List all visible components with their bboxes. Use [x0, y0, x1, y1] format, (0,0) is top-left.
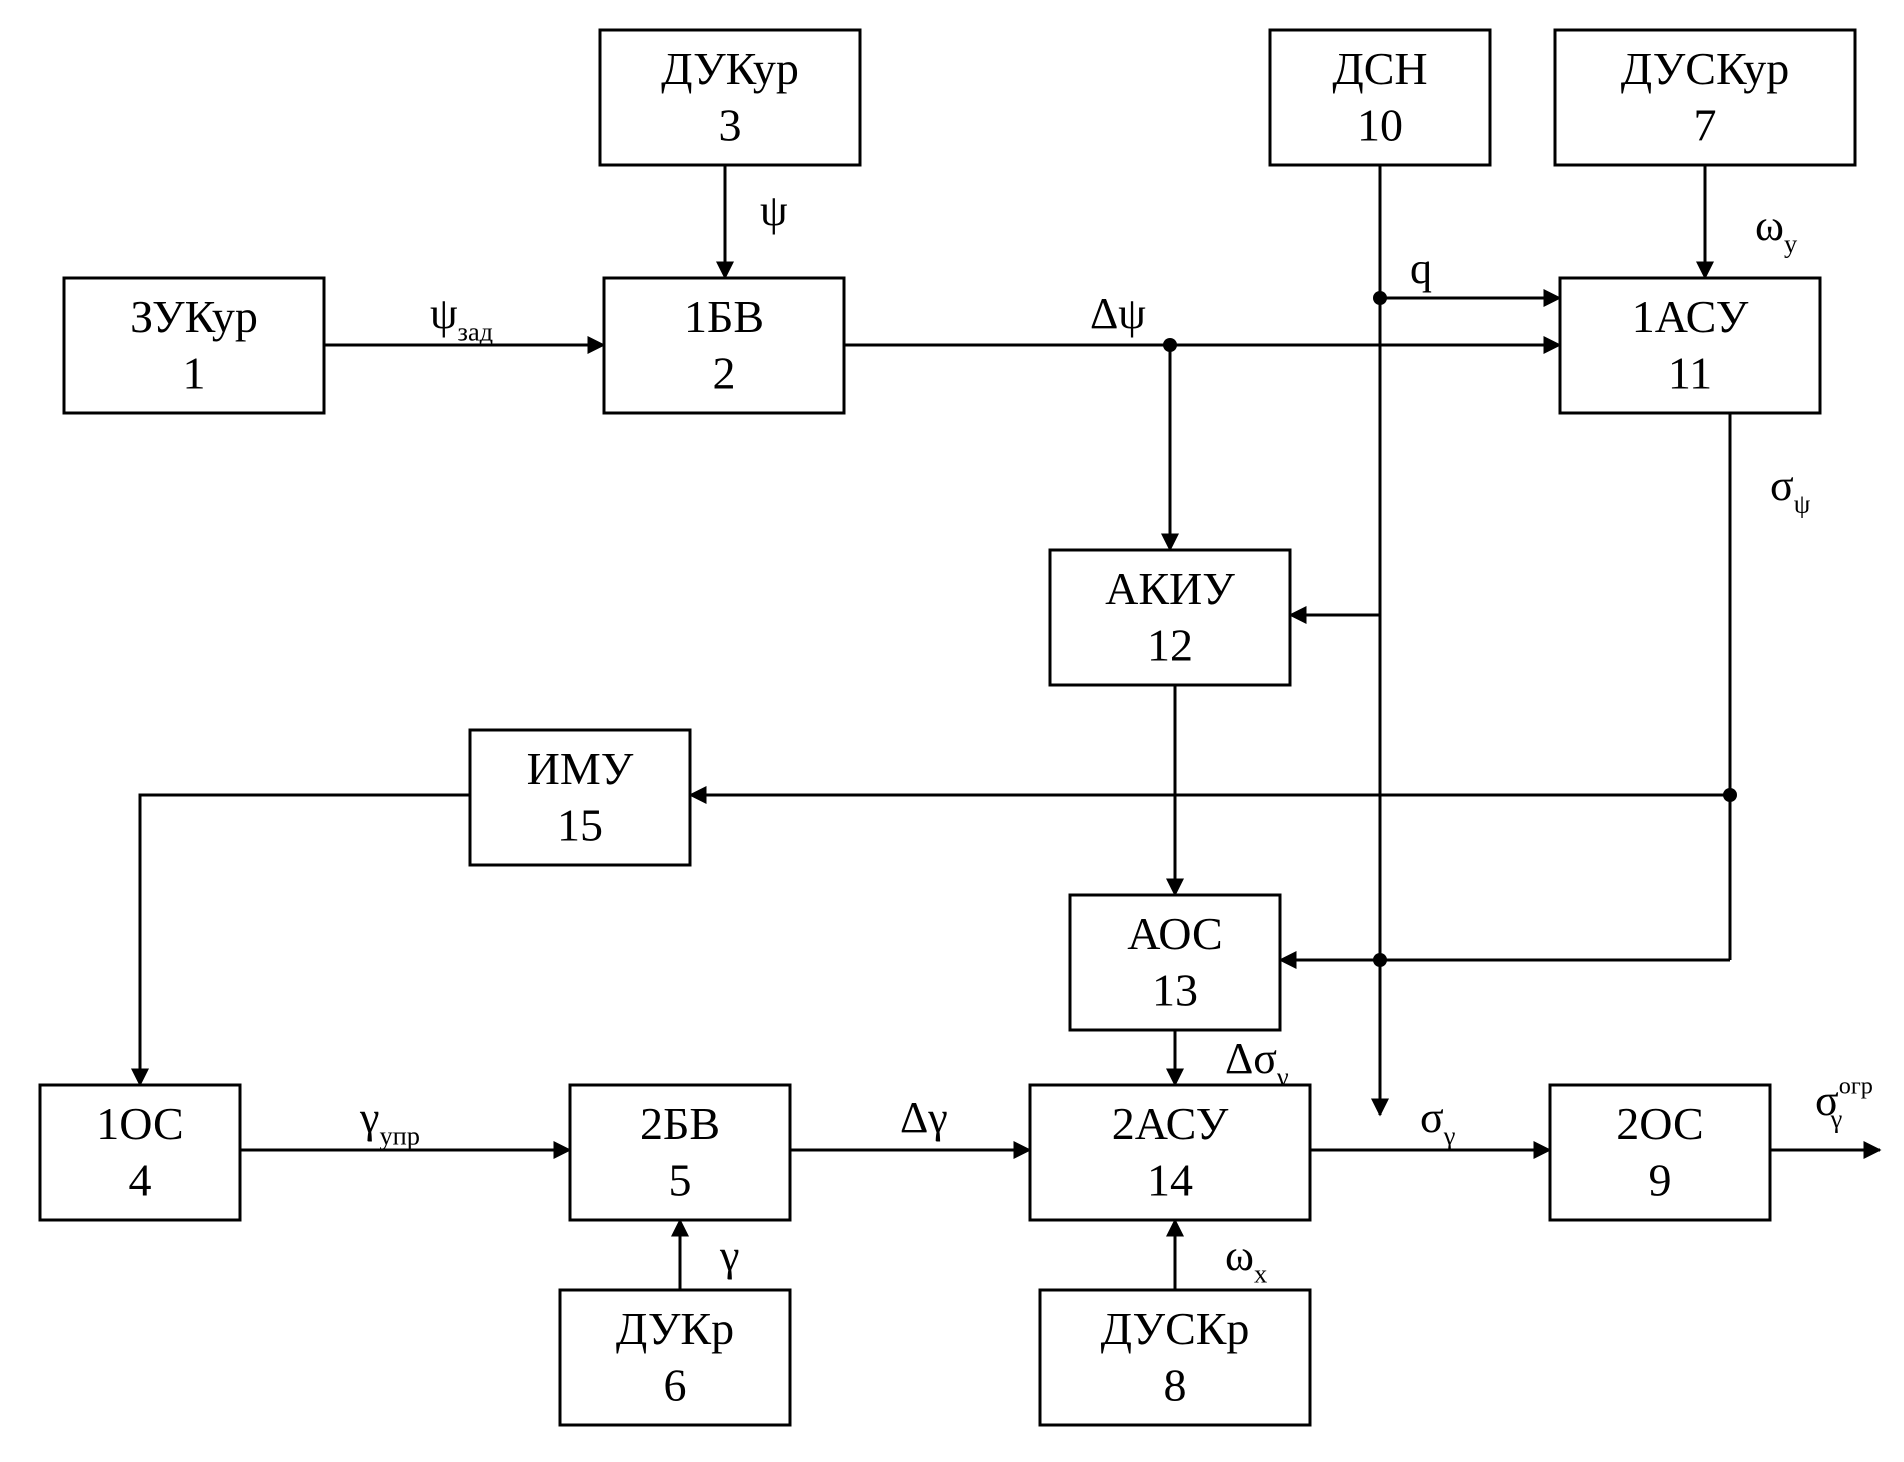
- node-label-top-n13: АОС: [1127, 908, 1222, 959]
- node-label-bot-n12: 12: [1147, 619, 1193, 670]
- junction-j_sigma: [1723, 788, 1737, 802]
- junction-j_q1: [1373, 291, 1387, 305]
- node-label-bot-n9: 9: [1649, 1154, 1672, 1205]
- node-label-top-n6: ДУКр: [616, 1303, 734, 1354]
- node-n15: ИМУ15: [470, 730, 690, 865]
- node-n12: АКИУ12: [1050, 550, 1290, 685]
- node-label-bot-n13: 13: [1152, 964, 1198, 1015]
- edge-label-e4to5: γупр: [359, 1093, 420, 1151]
- edge-label-e_q_to11: q: [1410, 244, 1432, 293]
- node-n10: ДСН10: [1270, 30, 1490, 165]
- node-label-bot-n1: 1: [183, 347, 206, 398]
- edge-label-e8to14: ωx: [1225, 1231, 1267, 1289]
- node-label-top-n2: 1БВ: [684, 291, 764, 342]
- node-label-bot-n5: 5: [669, 1154, 692, 1205]
- node-n8: ДУСКр8: [1040, 1290, 1310, 1425]
- edge-e15to4: [140, 795, 470, 1085]
- node-label-top-n1: ЗУКур: [130, 291, 258, 342]
- node-n13: АОС13: [1070, 895, 1280, 1030]
- edge-label-e5to14: Δγ: [900, 1093, 948, 1142]
- node-label-top-n8: ДУСКр: [1101, 1303, 1250, 1354]
- node-label-bot-n6: 6: [664, 1359, 687, 1410]
- node-label-top-n5: 2БВ: [640, 1098, 720, 1149]
- node-label-bot-n2: 2: [713, 347, 736, 398]
- node-label-bot-n8: 8: [1164, 1359, 1187, 1410]
- node-label-bot-n14: 14: [1147, 1154, 1193, 1205]
- node-n2: 1БВ2: [604, 278, 844, 413]
- node-label-top-n11: 1АСУ: [1632, 291, 1749, 342]
- edge-label-e6to5: γ: [719, 1231, 739, 1280]
- edge-label-e14to9: σγ: [1420, 1093, 1456, 1151]
- node-label-bot-n15: 15: [557, 799, 603, 850]
- node-n5: 2БВ5: [570, 1085, 790, 1220]
- node-n4: 1ОС4: [40, 1085, 240, 1220]
- node-label-bot-n10: 10: [1357, 99, 1403, 150]
- node-label-top-n3: ДУКур: [661, 43, 799, 94]
- node-n7: ДУСКур7: [1555, 30, 1855, 165]
- node-n9: 2ОС9: [1550, 1085, 1770, 1220]
- node-label-top-n9: 2ОС: [1616, 1098, 1703, 1149]
- node-label-bot-n3: 3: [719, 99, 742, 150]
- node-n1: ЗУКур1: [64, 278, 324, 413]
- edge-label-e9out: σогрγ: [1815, 1072, 1873, 1134]
- node-label-bot-n11: 11: [1668, 347, 1712, 398]
- edge-label-e13to14: Δσγ: [1225, 1034, 1289, 1092]
- junction-j_q2: [1373, 953, 1387, 967]
- node-n14: 2АСУ14: [1030, 1085, 1310, 1220]
- node-label-top-n12: АКИУ: [1105, 563, 1235, 614]
- node-label-top-n14: 2АСУ: [1112, 1098, 1229, 1149]
- edge-label-e2out: Δψ: [1090, 289, 1146, 338]
- edge-label-e11_down: σψ: [1770, 461, 1811, 519]
- node-n3: ДУКур3: [600, 30, 860, 165]
- junction-j_dpsi: [1163, 338, 1177, 352]
- node-label-bot-n7: 7: [1694, 99, 1717, 150]
- edge-label-e3to2: ψ: [760, 186, 788, 235]
- node-label-top-n4: 1ОС: [96, 1098, 183, 1149]
- edge-label-e7to11: ωy: [1755, 201, 1798, 259]
- edge-label-e1: ψзад: [430, 289, 493, 347]
- node-n11: 1АСУ11: [1560, 278, 1820, 413]
- node-n6: ДУКр6: [560, 1290, 790, 1425]
- node-label-bot-n4: 4: [129, 1154, 152, 1205]
- node-label-top-n7: ДУСКур: [1621, 43, 1789, 94]
- node-label-top-n10: ДСН: [1332, 43, 1427, 94]
- node-label-top-n15: ИМУ: [527, 743, 634, 794]
